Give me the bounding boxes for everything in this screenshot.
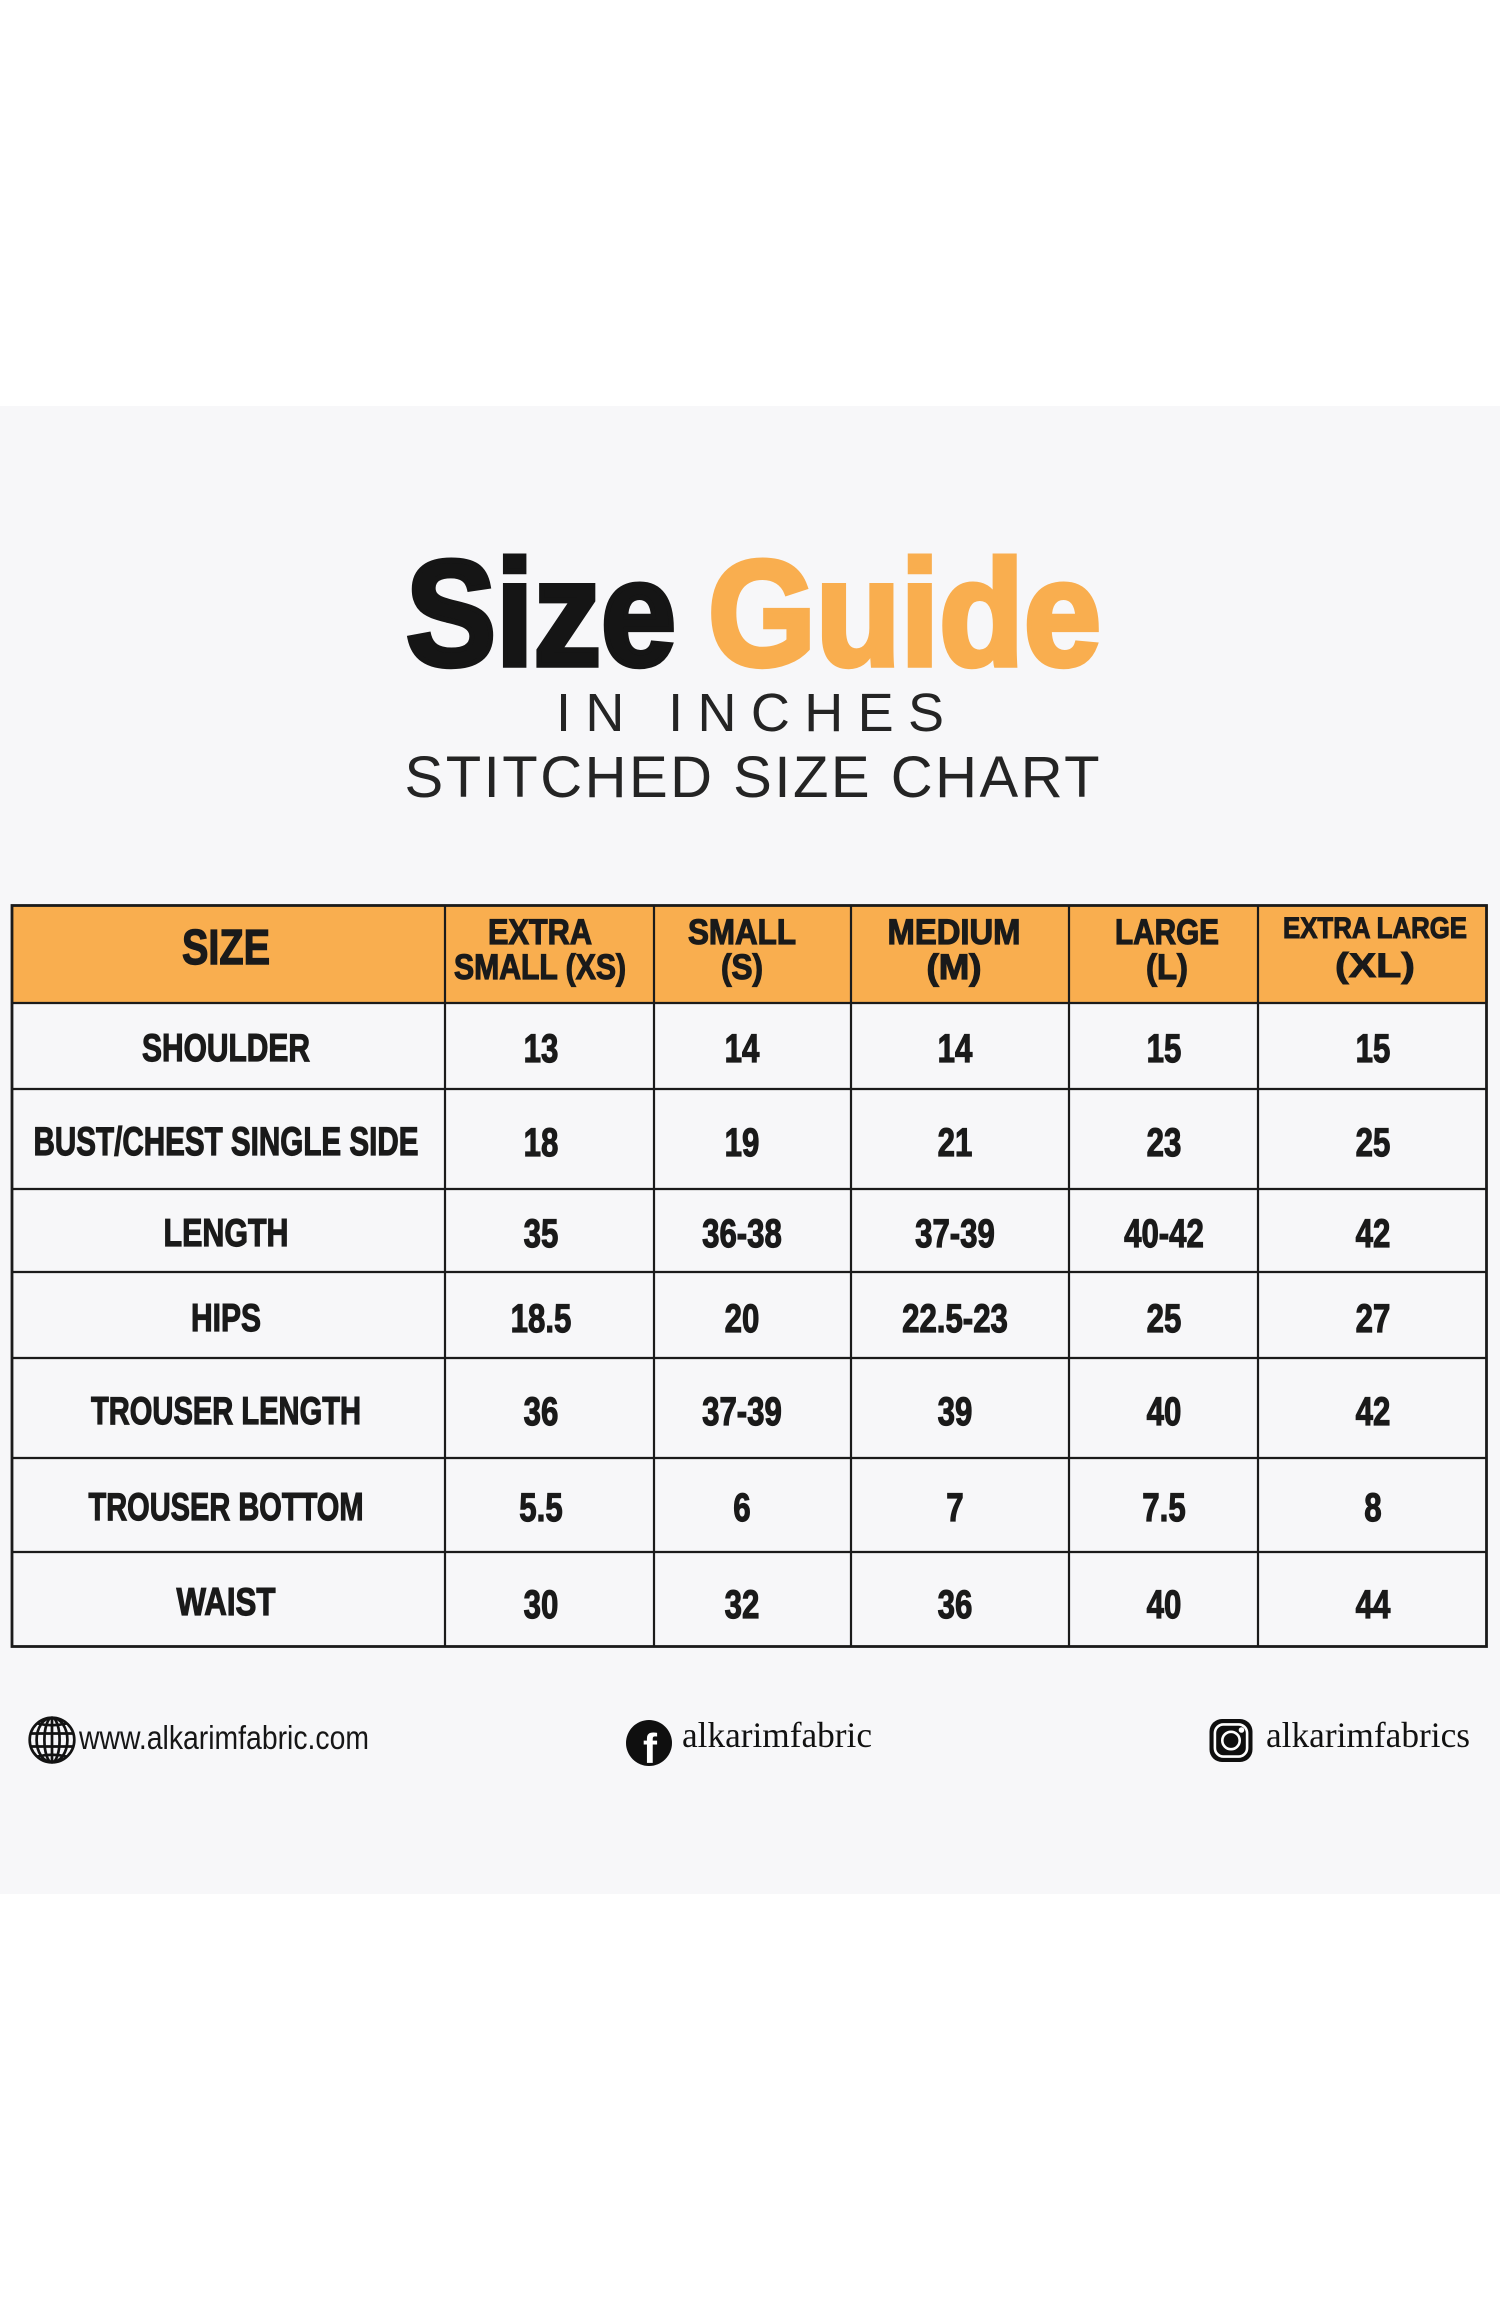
svg-text:7: 7: [946, 1486, 963, 1530]
svg-text:SIZE: SIZE: [182, 921, 270, 975]
svg-text:STITCHED SIZE CHART: STITCHED SIZE CHART: [405, 745, 1100, 810]
svg-text:TROUSER BOTTOM: TROUSER BOTTOM: [89, 1486, 364, 1529]
svg-text:(S): (S): [721, 948, 763, 987]
svg-text:32: 32: [725, 1583, 760, 1627]
svg-text:8: 8: [1364, 1486, 1381, 1530]
svg-text:18: 18: [524, 1121, 559, 1165]
svg-text:BUST/CHEST SINGLE SIDE: BUST/CHEST SINGLE SIDE: [34, 1120, 419, 1164]
svg-text:SMALL (XS): SMALL (XS): [454, 948, 626, 987]
svg-text:27: 27: [1356, 1297, 1391, 1341]
svg-text:f: f: [643, 1725, 658, 1772]
svg-text:alkarimfabric: alkarimfabric: [682, 1715, 872, 1755]
svg-text:SHOULDER: SHOULDER: [142, 1027, 310, 1070]
svg-text:36: 36: [938, 1583, 973, 1627]
svg-text:30: 30: [524, 1583, 559, 1627]
svg-text:(L): (L): [1146, 948, 1188, 987]
svg-text:40-42: 40-42: [1124, 1212, 1204, 1256]
svg-text:15: 15: [1356, 1027, 1391, 1071]
svg-text:(M): (M): [927, 948, 982, 987]
svg-text:37-39: 37-39: [702, 1390, 782, 1434]
svg-text:LENGTH: LENGTH: [164, 1212, 289, 1255]
svg-text:TROUSER LENGTH: TROUSER LENGTH: [91, 1390, 361, 1433]
svg-text:42: 42: [1356, 1390, 1391, 1434]
svg-text:alkarimfabrics: alkarimfabrics: [1266, 1715, 1470, 1755]
svg-text:36: 36: [524, 1390, 559, 1434]
svg-text:SMALL: SMALL: [688, 913, 796, 952]
svg-text:25: 25: [1147, 1297, 1182, 1341]
svg-text:23: 23: [1147, 1121, 1182, 1165]
svg-text:(XL): (XL): [1335, 947, 1415, 985]
svg-text:18.5: 18.5: [511, 1297, 572, 1341]
svg-text:19: 19: [725, 1121, 760, 1165]
svg-text:21: 21: [938, 1121, 973, 1165]
svg-text:14: 14: [938, 1027, 973, 1071]
svg-text:44: 44: [1356, 1583, 1391, 1627]
svg-text:HIPS: HIPS: [191, 1297, 261, 1340]
svg-text:IN INCHES: IN INCHES: [556, 683, 944, 743]
svg-text:13: 13: [524, 1027, 559, 1071]
svg-text:25: 25: [1356, 1121, 1391, 1165]
svg-text:5.5: 5.5: [519, 1486, 562, 1530]
svg-text:LARGE: LARGE: [1115, 913, 1219, 952]
svg-text:7.5: 7.5: [1142, 1486, 1185, 1530]
svg-text:EXTRA LARGE: EXTRA LARGE: [1283, 912, 1467, 945]
svg-text:36-38: 36-38: [702, 1212, 782, 1256]
svg-text:MEDIUM: MEDIUM: [888, 913, 1021, 952]
svg-text:EXTRA: EXTRA: [488, 913, 592, 952]
svg-text:Guide: Guide: [708, 529, 1101, 697]
svg-text:40: 40: [1147, 1390, 1182, 1434]
svg-text:www.alkarimfabric.com: www.alkarimfabric.com: [78, 1719, 369, 1756]
svg-text:15: 15: [1147, 1027, 1182, 1071]
svg-text:20: 20: [725, 1297, 760, 1341]
svg-text:37-39: 37-39: [915, 1212, 995, 1256]
svg-text:6: 6: [733, 1486, 750, 1530]
svg-text:14: 14: [725, 1027, 760, 1071]
svg-text:40: 40: [1147, 1583, 1182, 1627]
svg-text:WAIST: WAIST: [177, 1581, 276, 1624]
svg-text:22.5-23: 22.5-23: [902, 1297, 1008, 1341]
svg-text:Size: Size: [406, 529, 676, 697]
svg-text:42: 42: [1356, 1212, 1391, 1256]
svg-text:35: 35: [524, 1212, 559, 1256]
svg-text:39: 39: [938, 1390, 973, 1434]
